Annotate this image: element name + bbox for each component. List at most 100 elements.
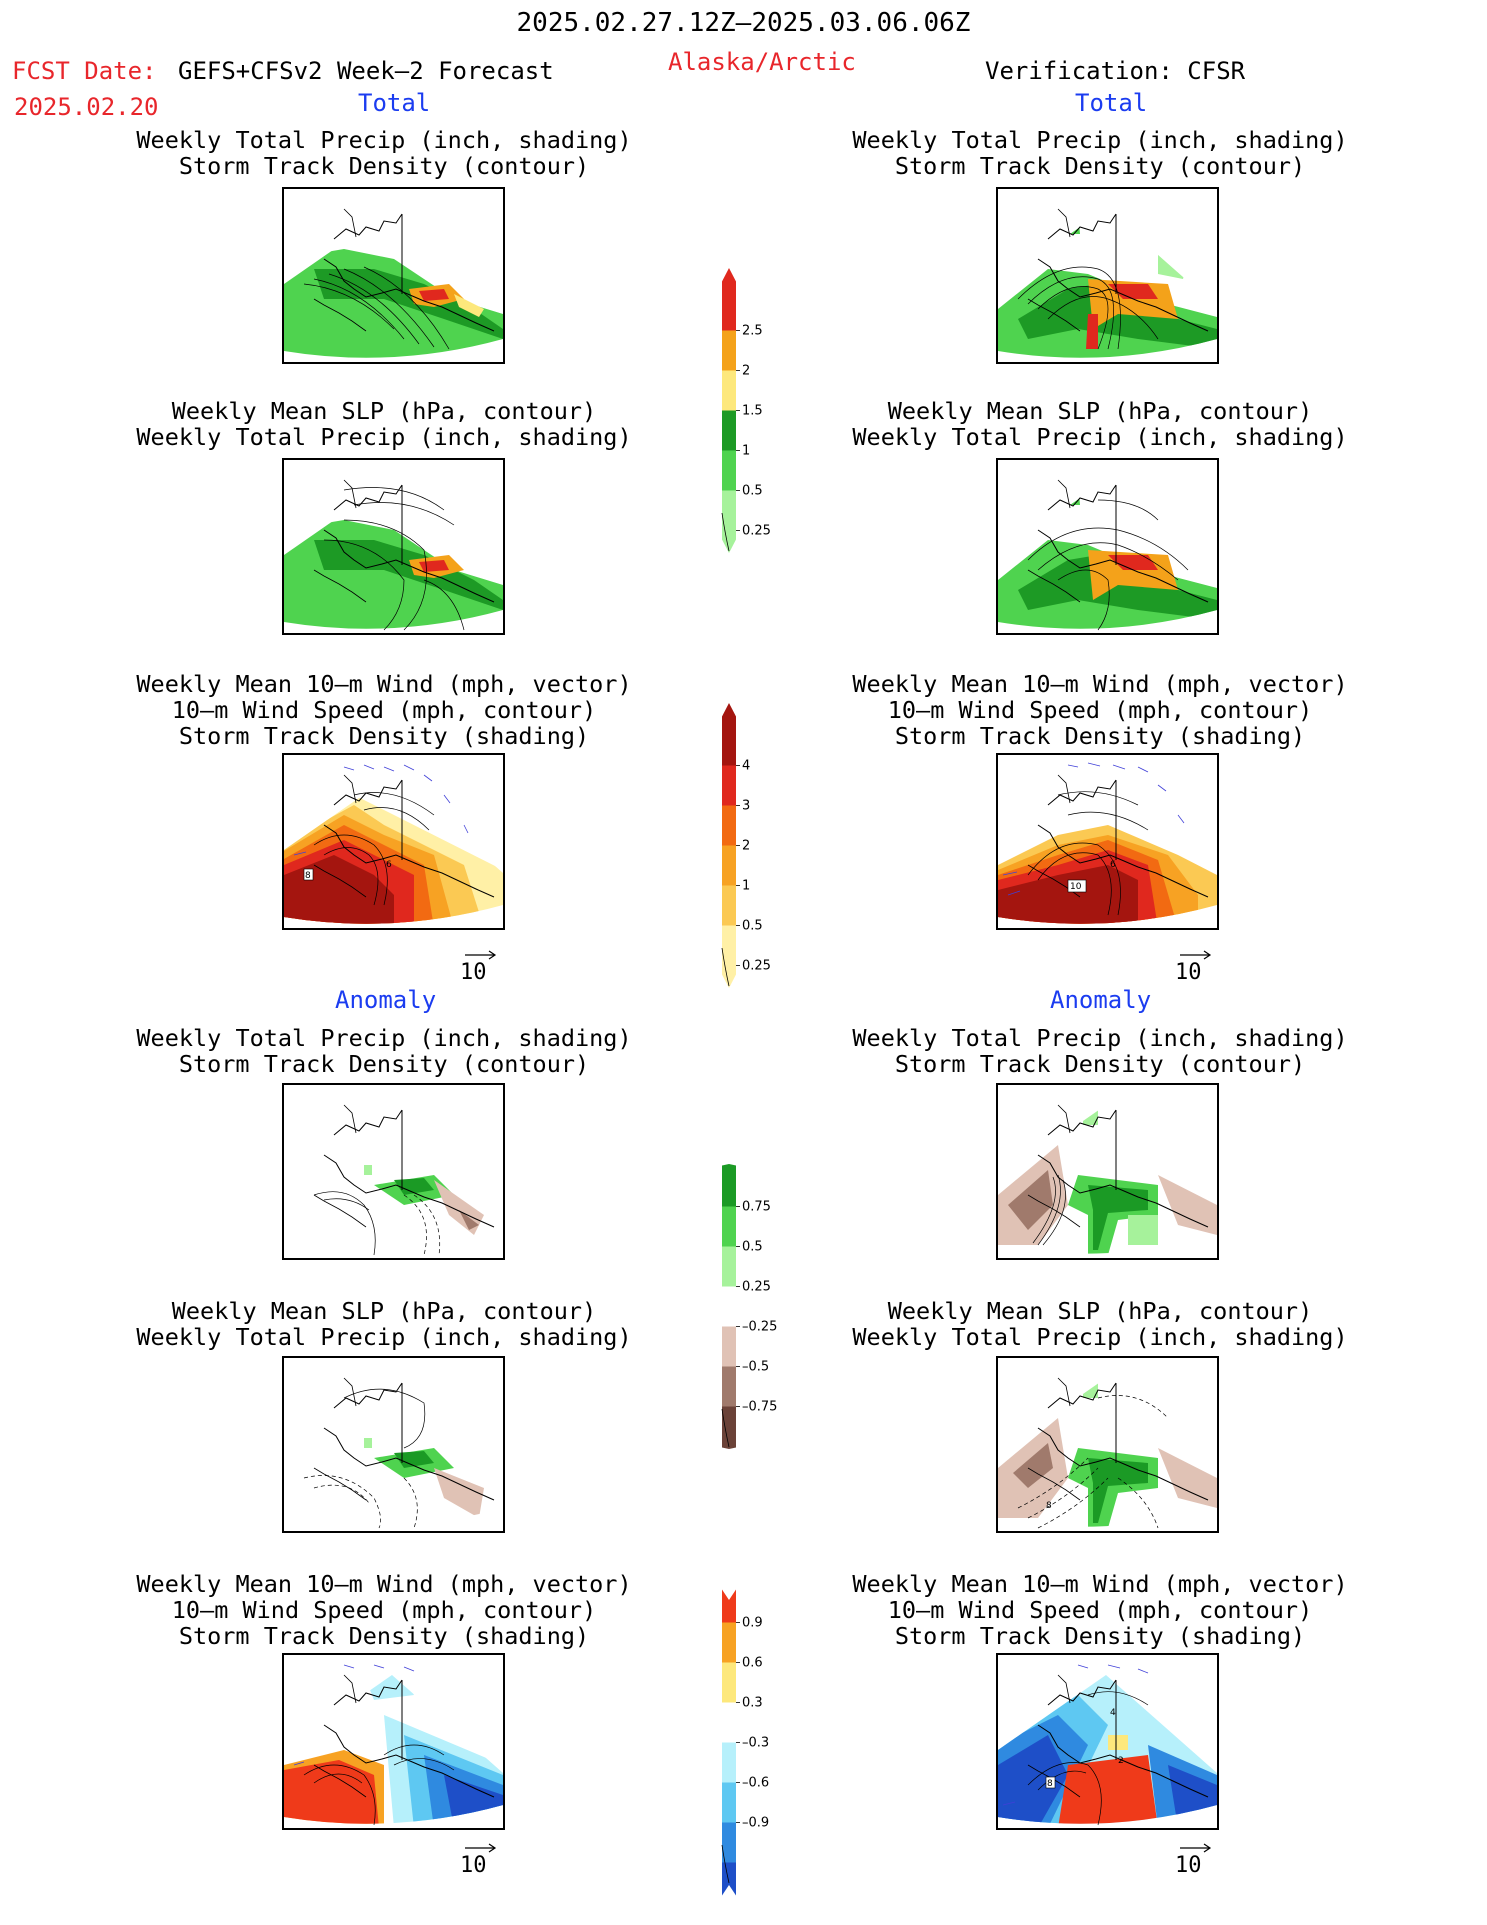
colorbar-cell <box>722 370 736 411</box>
title-total-precip-right: Weekly Total Precip (inch, shading) Storm… <box>852 126 1348 180</box>
map-total-wind-gefs: 8 6 <box>282 753 505 930</box>
colorbar-tail <box>721 1408 730 1448</box>
label-total-wind-left: 8 <box>305 871 311 881</box>
colorbar-tick-label: 0.5 <box>742 484 763 499</box>
colorbar-total-precip: 2.5 2 1.5 1 0.5 0.25 <box>712 268 772 553</box>
fcst-label: FCST Date: <box>12 57 157 85</box>
colorbar-tick-label: 3 <box>742 799 750 814</box>
colorbar-tick-label: 0.6 <box>742 1656 763 1671</box>
colorbar-tick-label: 1.5 <box>742 404 763 419</box>
title-total-slp-left: Weekly Mean SLP (hPa, contour) Weekly Tot… <box>136 397 632 451</box>
colorbar-tick-label: –0.5 <box>742 1360 769 1375</box>
verification-label: Verification: CFSR <box>985 57 1246 85</box>
colorbar-cell <box>722 1206 736 1247</box>
colorbar-tick-label: –0.9 <box>742 1816 769 1831</box>
colorbar-tick-label: –0.6 <box>742 1776 769 1791</box>
colorbar-tick-label: 0.25 <box>742 524 771 539</box>
colorbar-tick-label: 0.25 <box>742 959 771 974</box>
map-total-wind-cfsr: 10 6 <box>996 753 1219 930</box>
colorbar-tick-label: 2.5 <box>742 324 763 339</box>
colorbar-cell <box>722 1366 736 1407</box>
colorbar-tick-label: 0.3 <box>742 1696 763 1711</box>
vector-ref-anom-right: 10 <box>1175 1843 1213 1878</box>
map-total-slp-cfsr <box>996 458 1219 635</box>
map-anom-precip-cfsr <box>996 1083 1219 1260</box>
colorbar-anomaly-storm-density: 0.9 0.6 0.3 –0.3 –0.6 –0.9 <box>712 1589 772 1896</box>
title-anom-slp-left: Weekly Mean SLP (hPa, contour) Weekly Tot… <box>136 1297 632 1351</box>
colorbar-cell <box>722 330 736 371</box>
colorbar-cell <box>722 1742 736 1783</box>
label-total-wind-right: 10 <box>1070 882 1082 892</box>
colorbar-total-precip-svg: 2.5 2 1.5 1 0.5 0.25 <box>721 268 771 553</box>
colorbar-tail <box>721 512 730 552</box>
title-anom-wind-left: Weekly Mean 10–m Wind (mph, vector) 10–m … <box>136 1570 632 1650</box>
colorbar-cell <box>722 925 736 988</box>
vector-ref-anom-left: 10 <box>460 1843 498 1878</box>
colorbar-cell <box>722 885 736 926</box>
colorbar-total-storm-density-svg: 4 3 2 1 0.5 0.25 <box>721 703 771 988</box>
colorbar-tick-label: 1 <box>742 879 750 894</box>
colorbar-cell <box>722 845 736 886</box>
colorbar-tick-label: 1 <box>742 444 750 459</box>
colorbar-cell <box>722 1782 736 1823</box>
fcst-date: 2025.02.20 <box>14 93 159 121</box>
colorbar-cell <box>722 765 736 806</box>
colorbar-tick-label: –0.25 <box>742 1320 777 1335</box>
colorbar-tick-label: 0.9 <box>742 1616 763 1631</box>
colorbar-tail <box>721 1844 730 1884</box>
colorbar-tick-label: 0.5 <box>742 1240 763 1255</box>
colorbar-cell <box>722 805 736 846</box>
map-anom-precip-gefs <box>282 1083 505 1260</box>
colorbar-tick-label: 4 <box>742 759 750 774</box>
colorbar-cell <box>722 703 736 766</box>
title-anom-precip-right: Weekly Total Precip (inch, shading) Storm… <box>852 1024 1348 1078</box>
colorbar-cell <box>722 1286 736 1327</box>
map-anom-slp-gefs <box>282 1356 505 1533</box>
colorbar-cell <box>722 450 736 491</box>
map-total-precip-gefs <box>282 187 505 364</box>
map-anom-wind-cfsr: 8 2 4 <box>996 1653 1219 1830</box>
title-total-slp-right: Weekly Mean SLP (hPa, contour) Weekly Tot… <box>852 397 1348 451</box>
section-anomaly-right: Anomaly <box>1050 986 1152 1014</box>
title-anom-wind-right: Weekly Mean 10–m Wind (mph, vector) 10–m … <box>852 1570 1348 1650</box>
colorbar-cell <box>722 1589 736 1623</box>
period-title: 2025.02.27.12Z–2025.03.06.06Z <box>516 8 971 38</box>
colorbar-anomaly-precip-svg: 0.75 0.5 0.25 –0.25 –0.5 –0.75 <box>721 1164 777 1449</box>
section-total-right: Total <box>1075 89 1148 117</box>
colorbar-tick-label: 0.25 <box>742 1280 771 1295</box>
map-anom-slp-cfsr: 8 <box>996 1356 1219 1533</box>
map-anom-wind-gefs <box>282 1653 505 1830</box>
map-total-slp-gefs <box>282 458 505 635</box>
colorbar-tick-label: –0.3 <box>742 1736 769 1751</box>
title-anom-slp-right: Weekly Mean SLP (hPa, contour) Weekly Tot… <box>852 1297 1348 1351</box>
colorbar-cell <box>722 1702 736 1743</box>
label-total-wind-left2: 6 <box>386 860 392 870</box>
colorbar-anomaly-storm-density-svg: 0.9 0.6 0.3 –0.3 –0.6 –0.9 <box>721 1589 769 1896</box>
colorbar-total-storm-density: 4 3 2 1 0.5 0.25 <box>712 703 772 988</box>
title-total-wind-left: Weekly Mean 10–m Wind (mph, vector) 10–m … <box>136 670 632 750</box>
label-total-wind-right2: 6 <box>1110 860 1116 870</box>
colorbar-cell <box>722 1326 736 1367</box>
colorbar-tick-label: –0.75 <box>742 1400 777 1415</box>
section-total-left: Total <box>358 89 431 117</box>
colorbar-tick-label: 2 <box>742 364 750 379</box>
vector-ref-total-right: 10 <box>1175 950 1213 985</box>
vector-ref-total-left: 10 <box>460 950 498 985</box>
title-anom-precip-left: Weekly Total Precip (inch, shading) Storm… <box>136 1024 632 1078</box>
colorbar-cell <box>722 268 736 331</box>
title-total-precip-left: Weekly Total Precip (inch, shading) Storm… <box>136 126 632 180</box>
colorbar-cell <box>722 1862 736 1896</box>
colorbar-cell <box>722 1662 736 1703</box>
colorbar-cell <box>722 1246 736 1287</box>
fcst-model: GEFS+CFSv2 Week–2 Forecast <box>178 57 554 85</box>
colorbar-cell <box>722 1406 736 1449</box>
colorbar-anomaly-precip: 0.75 0.5 0.25 –0.25 –0.5 –0.75 <box>712 1164 777 1449</box>
map-total-precip-cfsr <box>996 187 1219 364</box>
label-anom-wind-right: 8 <box>1047 1779 1053 1789</box>
colorbar-cell <box>722 410 736 451</box>
label-anom-slp-right: 8 <box>1046 1501 1052 1511</box>
colorbar-cell <box>722 1622 736 1663</box>
colorbar-tick-label: 2 <box>742 839 750 854</box>
colorbar-cell <box>722 1164 736 1207</box>
colorbar-tail <box>721 947 730 987</box>
